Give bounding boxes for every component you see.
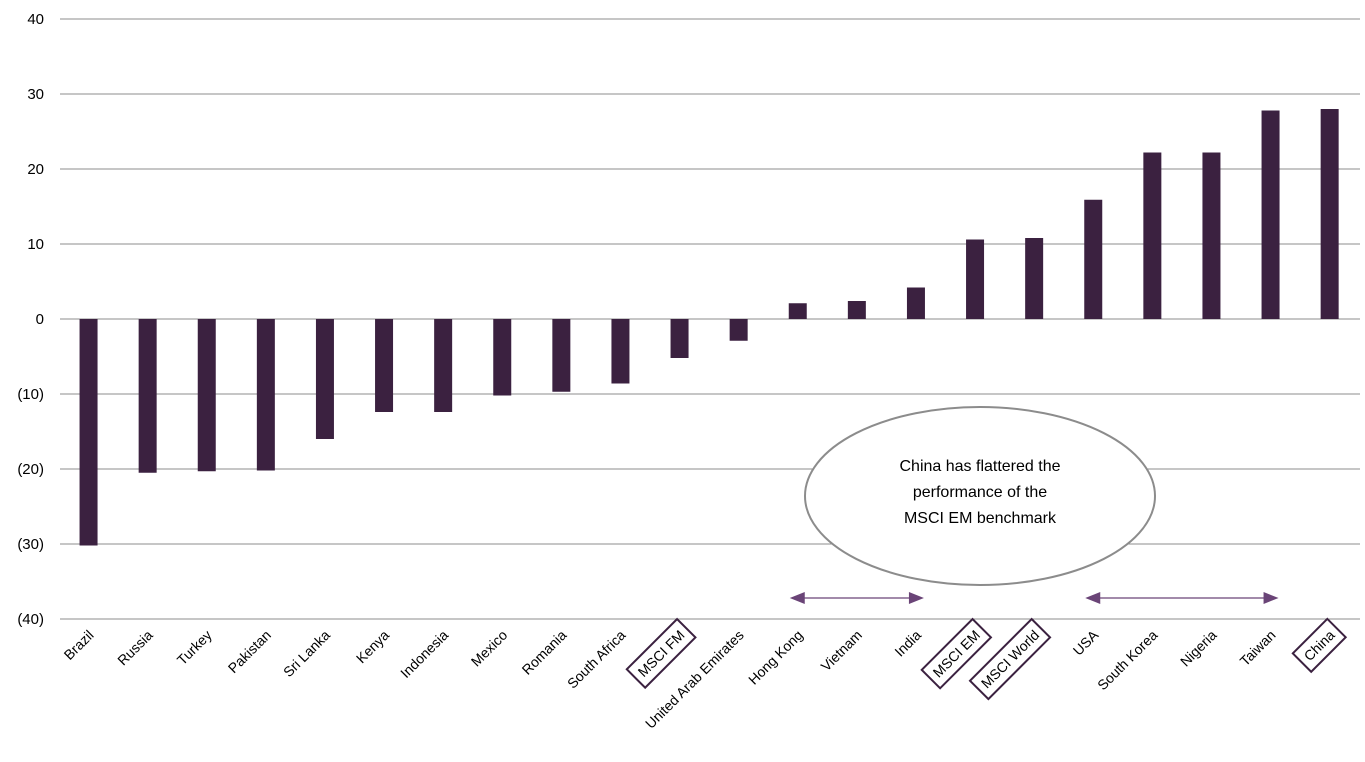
bar [256,319,275,471]
x-tick: Sri Lanka [280,627,333,680]
annotation-line-2: performance of the [913,484,1047,501]
x-tick-label: MSCI World [978,627,1042,691]
x-tick: China [1291,617,1348,674]
x-tick: Nigeria [1177,627,1220,670]
x-tick-label: Nigeria [1177,627,1220,670]
x-axis: Brazil Russia Turkey Pakistan Sri Lanka Kenya… [61,617,1348,732]
highlight-box [1291,617,1348,674]
x-tick-label: Romania [519,627,570,678]
x-tick: Romania [519,627,570,678]
highlight-box [920,617,993,690]
arrowhead [1263,592,1279,604]
x-tick-label: India [891,627,924,660]
x-tick-label: Turkey [174,627,215,668]
y-tick-label: (20) [17,461,44,478]
bar [1202,152,1221,319]
x-tick-label: Brazil [61,627,97,663]
x-tick-label: Pakistan [225,627,274,676]
y-tick-label: (40) [17,611,44,628]
bar [729,319,748,341]
arrowhead [1085,592,1101,604]
x-tick: Taiwan [1237,627,1279,669]
x-tick: Kenya [353,627,393,667]
x-tick: Brazil [61,627,97,663]
y-tick-label: (30) [17,536,44,553]
x-tick-label: Russia [114,627,156,669]
x-tick: Russia [114,627,156,669]
x-tick-label: Vietnam [818,627,865,674]
annotation-callout: China has flattered the performance of t… [804,406,1156,586]
arrowhead [789,592,805,604]
x-tick: Indonesia [397,627,451,681]
y-tick-label: 20 [27,161,44,178]
x-tick-label: Kenya [353,627,393,667]
bar [138,319,157,473]
bar [79,319,98,546]
highlight-box [625,617,697,690]
x-tick: India [891,627,924,660]
bar [434,319,453,412]
y-tick-label: 10 [27,236,44,253]
annotation-ellipse [804,406,1156,586]
bar [315,319,334,439]
x-tick-label: Mexico [468,627,511,670]
y-tick-label: 30 [27,86,44,103]
bar [906,287,925,319]
bar [1025,238,1044,319]
x-tick-label: Sri Lanka [280,627,333,680]
bar [966,239,985,319]
y-axis: 40 30 20 10 0 (10) (20) (30) (40) [17,11,44,628]
x-tick-label: Indonesia [397,627,451,681]
y-tick-label: (10) [17,386,44,403]
x-tick-label: South Korea [1094,627,1161,694]
bar [493,319,512,396]
x-tick: USA [1070,626,1102,658]
x-tick-label: Hong Kong [745,627,806,688]
x-tick-label: USA [1070,626,1102,658]
x-tick-label: United Arab Emirates [642,627,747,732]
bar [847,301,866,319]
bar [1143,152,1162,319]
x-tick: South Korea [1094,627,1161,694]
bar [1261,110,1280,319]
annotation-line-1: China has flattered the [900,458,1061,475]
x-tick: United Arab Emirates [642,627,747,732]
bar [197,319,216,472]
bar [611,319,630,384]
gridlines [60,18,1360,620]
x-tick: MSCI World [968,617,1052,701]
annotation-line-3: MSCI EM benchmark [904,510,1057,527]
bar [552,319,571,392]
y-tick-label: 0 [36,311,44,328]
bars [79,109,1339,546]
y-tick-label: 40 [27,11,44,28]
x-tick: Pakistan [225,627,274,676]
x-tick: Hong Kong [745,627,806,688]
x-tick: Mexico [468,627,511,670]
arrowhead [908,592,924,604]
x-tick-label: South Africa [564,627,629,692]
bar [670,319,689,358]
highlight-box [968,617,1052,701]
x-tick-label: China [1301,627,1338,664]
x-tick: Vietnam [818,627,865,674]
x-tick-label: Taiwan [1237,627,1279,669]
range-arrows [789,592,1279,604]
bar [375,319,394,412]
bar [788,303,807,319]
x-tick: Turkey [174,627,215,668]
bar [1084,199,1103,319]
bar [1320,109,1339,319]
x-tick: South Africa [564,627,629,692]
